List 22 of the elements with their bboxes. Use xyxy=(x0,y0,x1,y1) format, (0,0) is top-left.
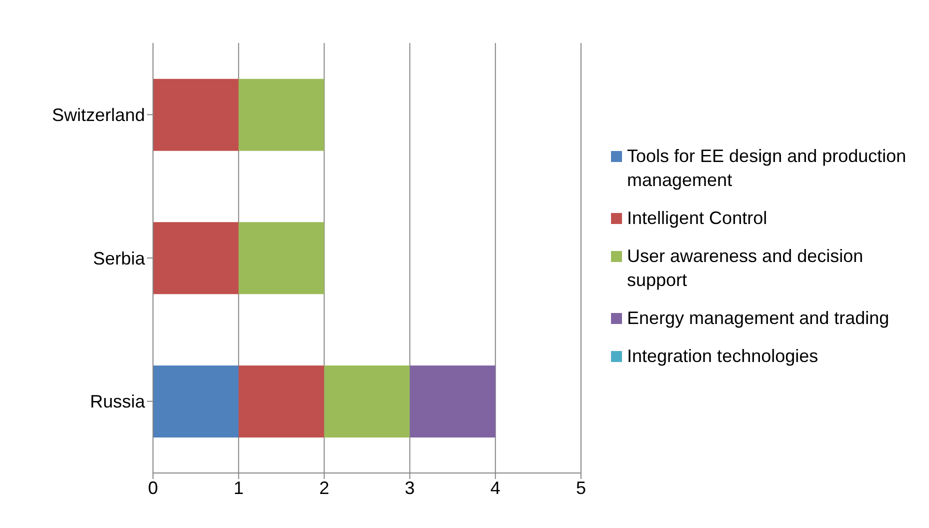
bar xyxy=(153,78,239,151)
legend-label: Integration technologies xyxy=(627,345,818,368)
x-tick-label: 5 xyxy=(576,478,586,498)
legend-label: Intelligent Control xyxy=(627,207,768,230)
bar xyxy=(238,222,324,294)
bar xyxy=(238,366,324,438)
x-tick-label: 0 xyxy=(148,478,158,498)
bar xyxy=(153,222,239,294)
y-tick-label: Serbia xyxy=(92,248,146,268)
legend-label: Energy management and trading xyxy=(627,307,890,330)
x-tick-label: 4 xyxy=(490,478,500,498)
x-tick-label: 2 xyxy=(319,478,330,498)
legend-label: User awareness and decision support xyxy=(627,245,864,292)
x-tick-label: 1 xyxy=(234,478,244,498)
bar xyxy=(324,366,410,438)
y-tick-label: Switzerland xyxy=(52,105,145,126)
legend-label: Tools for EE design and production management xyxy=(627,145,908,192)
bar xyxy=(153,366,239,438)
bar xyxy=(238,78,324,151)
x-tick-label: 3 xyxy=(404,478,415,498)
bar xyxy=(410,366,496,438)
y-tick-label: Russia xyxy=(90,392,146,412)
